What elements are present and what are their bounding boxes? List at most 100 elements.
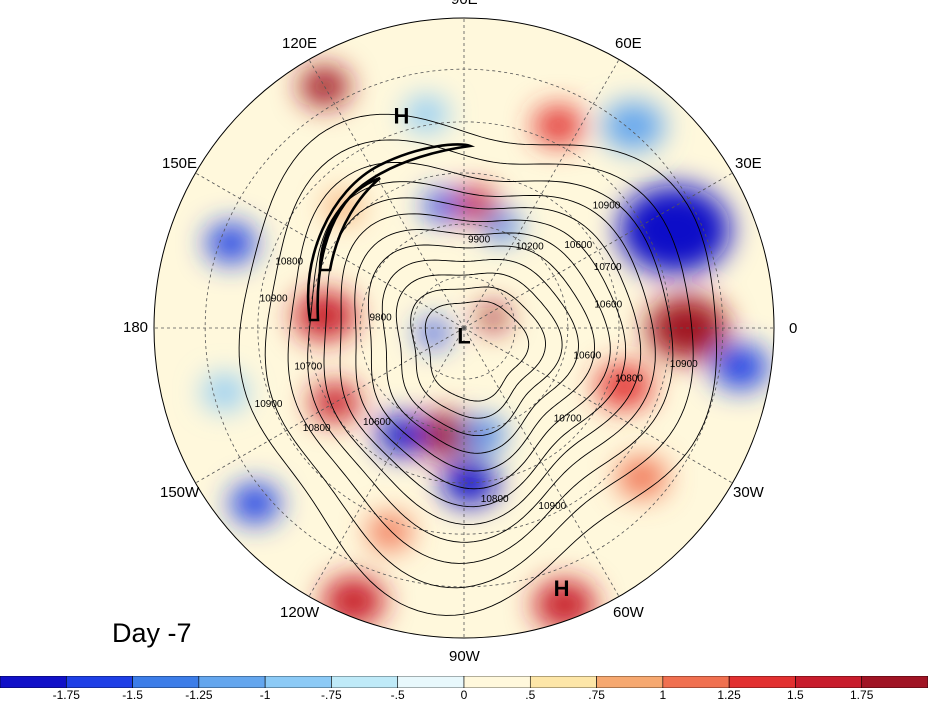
height-contour (339, 213, 627, 508)
jet-contour (306, 143, 476, 322)
height-contour (424, 300, 530, 402)
meridian-line (195, 327, 465, 484)
colorbar-tick-label: .5 (525, 688, 536, 702)
longitude-label: 30W (733, 484, 764, 501)
colorbar-tick-label: 1 (659, 688, 667, 702)
colorbar-tick-label: .75 (588, 688, 605, 702)
anomaly-blob (461, 417, 505, 453)
jet-contour (318, 176, 381, 272)
longitude-label: 0 (789, 320, 798, 337)
contour-label: 10800 (481, 494, 509, 505)
height-contour (395, 272, 563, 437)
height-contour (238, 113, 717, 616)
height-contour (287, 161, 674, 564)
longitude-label: 120W (280, 604, 320, 621)
contour-label: 10600 (363, 417, 391, 428)
height-contour (264, 139, 694, 589)
pressure-centers: H L H (394, 103, 570, 601)
colorbar-segment (861, 676, 928, 688)
contour-label: 10900 (670, 359, 698, 370)
colorbar-tick-label: 1.25 (717, 688, 741, 702)
contour-label: 10800 (615, 374, 643, 385)
anomaly-blob (322, 576, 385, 626)
anomaly-blob (441, 460, 498, 506)
meridian-line (195, 172, 465, 329)
contour-label: 10800 (275, 256, 303, 267)
meridian-line (463, 172, 733, 329)
colorbar-segment (198, 676, 266, 688)
contour-label: 10600 (564, 240, 592, 251)
meridian-line (308, 59, 465, 329)
contour-label: 10600 (594, 300, 622, 311)
meridian-line (463, 327, 620, 597)
anomaly-blob (230, 483, 280, 524)
colorbar-segment (331, 676, 399, 688)
colorbar-tick-label: 0 (460, 688, 468, 702)
longitude-label: 150W (160, 484, 200, 501)
colorbar-tick-label: -1.5 (122, 688, 143, 702)
anomaly-blob (602, 101, 665, 151)
contour-label: 10700 (294, 362, 322, 373)
contour-label: 10900 (538, 501, 566, 512)
height-contour (367, 244, 595, 472)
anomaly-blob (618, 185, 731, 275)
longitude-label: 60W (613, 604, 644, 621)
anomaly-blob (617, 457, 667, 498)
colorbar (0, 676, 928, 688)
height-contour (410, 286, 546, 419)
anomaly-blob (299, 66, 350, 107)
colorbar-tick-label: 1.5 (787, 688, 804, 702)
contour-label: 9900 (468, 235, 491, 246)
height-contour (381, 258, 579, 454)
meridian-line (308, 327, 465, 597)
contour-label: 9800 (369, 313, 392, 324)
colorbar-segment (65, 676, 133, 688)
height-contour (354, 229, 611, 490)
meridian-line (463, 59, 620, 329)
contour-label: 10900 (260, 293, 288, 304)
contour-label: 10200 (516, 242, 544, 253)
meridian-lines (154, 18, 774, 638)
meridian-line (463, 327, 733, 484)
pressure-center-label: H (554, 576, 570, 601)
anomaly-blob (423, 191, 462, 221)
colorbar-segment (728, 676, 796, 688)
longitude-label: 120E (282, 35, 318, 52)
colorbar-segment (795, 676, 863, 688)
latitude-circle (308, 172, 620, 484)
contour-label: 10700 (554, 413, 582, 424)
colorbar-segment (0, 676, 67, 688)
colorbar-tick-label: -.75 (321, 688, 342, 702)
longitude-label: 150E (162, 155, 198, 172)
height-contour (307, 181, 656, 543)
longitude-label: 60E (615, 35, 642, 52)
anomaly-blob (477, 304, 509, 330)
colorbar-segment (529, 676, 597, 688)
colorbar-segment (662, 676, 730, 688)
anomaly-blob (533, 105, 584, 146)
colorbar-tick-label: -1.25 (185, 688, 213, 702)
anomaly-blob (377, 415, 427, 456)
colorbar-segment (397, 676, 465, 688)
longitude-label: 180 (123, 319, 149, 336)
polar-stereographic-map: 1090010600107001020099001080010900980010… (153, 17, 775, 639)
pressure-center-label: H (394, 103, 410, 128)
colorbar-segment (596, 676, 664, 688)
latitude-circle (412, 276, 516, 380)
contour-label: 10600 (573, 351, 601, 362)
anomaly-blob (417, 320, 449, 346)
anomaly-blob (368, 514, 412, 550)
contour-label: 10800 (303, 423, 331, 434)
colorbar-tick-label: -.5 (390, 688, 405, 702)
contour-labels: 1090010600107001020099001080010900980010… (255, 200, 699, 512)
globe-outline (153, 17, 775, 639)
contour-label: 10700 (594, 262, 622, 273)
anomaly-blob (404, 96, 449, 132)
colorbar-segment (463, 676, 531, 688)
anomaly-blob (712, 344, 769, 390)
colorbar-tick-label: 1.75 (850, 688, 874, 702)
height-contour (323, 197, 642, 526)
anomaly-blob (417, 412, 474, 458)
colorbar-tick-label: -1 (259, 688, 271, 702)
colorbar-segment (264, 676, 332, 688)
